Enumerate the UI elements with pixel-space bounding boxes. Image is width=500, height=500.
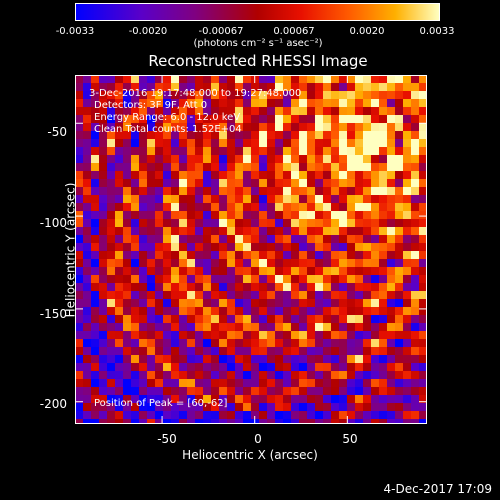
annotation-time: 3-Dec-2016 19:17:48.000 to 19:27:48.000 — [89, 88, 302, 99]
annotation-peak: Position of Peak = [60,-62] — [94, 398, 228, 409]
colorbar-tick: -0.0033 — [55, 26, 95, 37]
x-tick-label: 50 — [342, 432, 358, 446]
y-axis-label: Heliocentric Y (arcsec) — [63, 182, 78, 318]
x-tick-label: 0 — [254, 432, 262, 446]
colorbar-tick: 0.00067 — [273, 26, 315, 37]
y-tick-label: -200 — [39, 397, 67, 411]
plot-area — [75, 75, 427, 427]
plot-frame — [75, 75, 427, 424]
annotation-clean: Clean Total counts: 1.52E+04 — [94, 124, 242, 135]
annotation-energy: Energy Range: 6.0 - 12.0 keV — [94, 112, 241, 123]
colorbar — [75, 3, 440, 21]
colorbar-tick: 0.0033 — [419, 26, 455, 37]
annotation-detectors: Detectors: 3F 9F, Att 0 — [94, 100, 208, 111]
x-tick-label: -50 — [157, 432, 177, 446]
y-tick-label: -100 — [39, 216, 67, 230]
colorbar-tick: -0.0020 — [128, 26, 168, 37]
footer-date: 4-Dec-2017 17:09 — [383, 482, 492, 496]
y-tick-label: -50 — [47, 125, 67, 139]
heatmap-image — [75, 75, 427, 427]
x-axis-label: Heliocentric X (arcsec) — [182, 448, 318, 462]
chart-title: Reconstructed RHESSI Image — [148, 52, 368, 70]
y-tick-label: -150 — [39, 307, 67, 321]
colorbar-tick: 0.0020 — [349, 26, 385, 37]
colorbar-units: (photons cm⁻² s⁻¹ asec⁻²) — [193, 38, 323, 49]
colorbar-tick: -0.00067 — [198, 26, 244, 37]
